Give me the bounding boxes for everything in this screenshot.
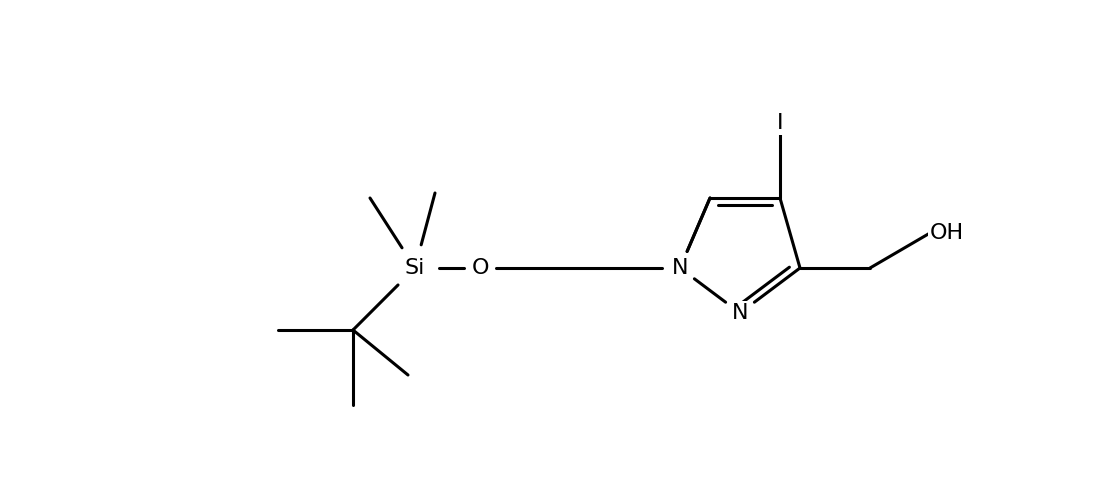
Text: I: I (777, 113, 784, 133)
Text: N: N (731, 303, 748, 323)
Text: OH: OH (930, 223, 965, 243)
Text: N: N (672, 258, 688, 278)
Text: Si: Si (405, 258, 425, 278)
Text: O: O (472, 258, 488, 278)
